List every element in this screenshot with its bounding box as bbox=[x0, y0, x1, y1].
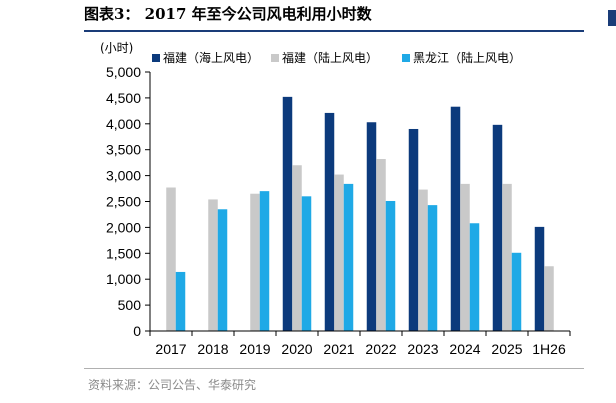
y-tick-label: 2,500 bbox=[106, 194, 141, 210]
bar-heilongjiang-onshore bbox=[301, 196, 312, 331]
y-tick-label: 4,000 bbox=[106, 116, 141, 132]
x-tick-label: 2024 bbox=[449, 341, 480, 357]
bar-fujian-onshore bbox=[166, 187, 176, 331]
bar-fujian-onshore bbox=[544, 266, 554, 331]
bar-heilongjiang-onshore bbox=[427, 205, 438, 331]
y-axis-unit-label: (小时) bbox=[100, 41, 133, 55]
bar-fujian-offshore bbox=[366, 122, 377, 331]
y-tick-label: 0 bbox=[133, 323, 141, 339]
x-tick-label: 2019 bbox=[239, 341, 270, 357]
y-tick-label: 1,000 bbox=[106, 271, 141, 287]
bar-fujian-onshore bbox=[292, 165, 302, 331]
legend-swatch bbox=[271, 54, 279, 62]
bar-heilongjiang-onshore bbox=[343, 183, 354, 331]
bars bbox=[166, 96, 554, 332]
y-tick-label: 5,000 bbox=[106, 64, 141, 80]
x-tick-label: 2021 bbox=[323, 341, 354, 357]
bar-fujian-onshore bbox=[460, 183, 470, 331]
source-divider bbox=[84, 368, 584, 369]
title-underline bbox=[84, 30, 584, 32]
bar-heilongjiang-onshore bbox=[469, 223, 480, 331]
y-tick-label: 500 bbox=[118, 297, 142, 313]
bar-heilongjiang-onshore bbox=[259, 191, 270, 331]
legend-swatch bbox=[402, 54, 410, 62]
y-tick-label: 2,000 bbox=[106, 219, 141, 235]
legend-label: 福建（海上风电） bbox=[163, 50, 259, 65]
bar-fujian-offshore bbox=[534, 226, 545, 331]
x-tick-label: 2020 bbox=[281, 341, 312, 357]
x-tick-label: 1H26 bbox=[532, 341, 566, 357]
bar-heilongjiang-onshore bbox=[511, 252, 522, 331]
legend-swatch bbox=[152, 54, 160, 62]
source-note: 资料来源：公司公告、华泰研究 bbox=[88, 378, 257, 392]
bar-fujian-onshore bbox=[502, 183, 512, 331]
chart-title: 图表3： 2017 年至今公司风电利用小时数 bbox=[84, 5, 372, 23]
legend: 福建（海上风电） 福建（陆上风电） 黑龙江（陆上风电） bbox=[152, 50, 521, 65]
y-tick-label: 1,500 bbox=[106, 245, 141, 261]
x-axis: 2017 2018 2019 2020 2021 2022 2023 2024 2025 1H26 bbox=[149, 330, 571, 357]
chart-title-bar: 图表3： 2017 年至今公司风电利用小时数 bbox=[84, 2, 584, 26]
legend-label: 黑龙江（陆上风电） bbox=[413, 50, 521, 65]
x-tick-label: 2023 bbox=[407, 341, 438, 357]
y-tick-label: 4,500 bbox=[106, 90, 141, 106]
bar-fujian-offshore bbox=[408, 128, 419, 331]
x-tick-label: 2025 bbox=[491, 341, 522, 357]
x-tick-label: 2018 bbox=[197, 341, 228, 357]
bar-heilongjiang-onshore bbox=[217, 209, 228, 331]
bar-fujian-onshore bbox=[418, 189, 428, 331]
bar-fujian-onshore bbox=[250, 193, 260, 331]
bar-fujian-offshore bbox=[324, 112, 335, 331]
x-tick-label: 2022 bbox=[365, 341, 396, 357]
y-tick-label: 3,500 bbox=[106, 142, 141, 158]
legend-label: 福建（陆上风电） bbox=[282, 50, 378, 65]
bar-heilongjiang-onshore bbox=[175, 271, 186, 331]
bar-fujian-offshore bbox=[450, 106, 461, 332]
y-axis: 0 500 1,000 1,500 2,000 2,500 3,000 3,500 4,000 4… bbox=[106, 64, 151, 339]
bar-fujian-onshore bbox=[334, 174, 344, 331]
bar-fujian-onshore bbox=[376, 159, 386, 331]
bar-fujian-onshore bbox=[208, 199, 218, 331]
y-tick-label: 3,000 bbox=[106, 168, 141, 184]
adjacent-panel-edge bbox=[608, 10, 616, 26]
bar-fujian-offshore bbox=[492, 124, 503, 331]
bar-fujian-offshore bbox=[282, 96, 293, 331]
bar-heilongjiang-onshore bbox=[385, 200, 396, 331]
x-tick-label: 2017 bbox=[155, 341, 186, 357]
